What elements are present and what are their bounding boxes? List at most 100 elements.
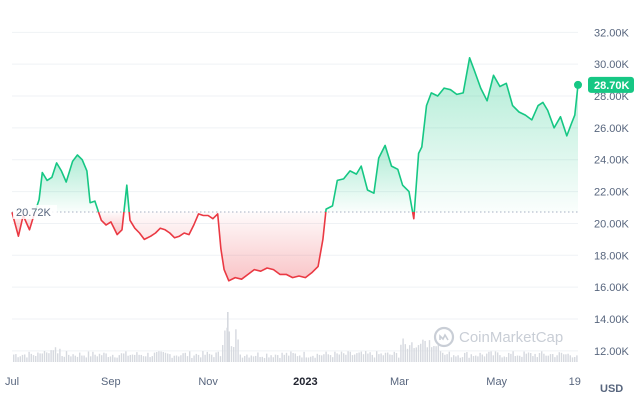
volume-bar [490, 351, 492, 362]
volume-bar [316, 353, 318, 362]
volume-bar [171, 357, 173, 362]
volume-bar [255, 355, 257, 362]
y-tick-label: 16.00K [594, 282, 630, 294]
volume-bar [420, 343, 422, 362]
volume-bar [505, 357, 508, 362]
volume-bar [470, 354, 472, 362]
volume-bar [239, 354, 241, 362]
volume-bar [98, 353, 101, 362]
volume-bar [378, 354, 380, 362]
volume-bar [391, 354, 393, 362]
volume-bar [13, 354, 15, 362]
volume-bar [15, 354, 17, 362]
volume-bar [404, 344, 406, 362]
volume-bar [497, 352, 499, 362]
y-axis-ticks: 12.00K 14.00K 16.00K 18.00K 20.00K 22.00K 24.0… [594, 27, 630, 358]
volume-bar [96, 356, 98, 362]
volume-bar [338, 354, 340, 362]
volume-bar [369, 352, 371, 362]
volume-bar [435, 346, 437, 362]
volume-bar [481, 354, 483, 362]
volume-bar [479, 352, 481, 362]
volume-bar [169, 354, 171, 362]
volume-bar [37, 352, 39, 362]
volume-bar [532, 356, 534, 362]
volume-bar [43, 350, 46, 362]
volume-bar [305, 357, 307, 362]
volume-bar [162, 351, 164, 362]
last-price-dot[interactable] [574, 80, 582, 89]
volume-bar [252, 356, 255, 362]
volume-bar [362, 354, 365, 362]
volume-bar [57, 353, 59, 362]
volume-bar [175, 355, 178, 362]
volume-bar [565, 354, 567, 362]
volume-bar [492, 355, 494, 362]
volume-bar [406, 348, 409, 362]
volume-bar [156, 351, 158, 362]
volume-bar [235, 329, 237, 362]
volume-bar [147, 352, 149, 362]
x-tick-label: Nov [198, 376, 218, 388]
volume-bar [428, 340, 431, 362]
volume-bar [215, 352, 217, 362]
volume-bar [219, 356, 222, 362]
volume-bar [131, 354, 134, 362]
volume-bar [83, 355, 85, 362]
volume-bar [134, 354, 136, 362]
volume-bar [26, 357, 28, 362]
volume-bar [307, 357, 310, 362]
volume-bar [237, 339, 239, 362]
volume-bar [483, 356, 486, 362]
volume-bar [398, 357, 400, 362]
volume-bar [433, 346, 435, 362]
up-line-segment [325, 144, 414, 213]
volume-bar [543, 353, 545, 362]
volume-bar [266, 353, 268, 362]
volume-bar [285, 352, 288, 362]
volume-bar [387, 352, 389, 362]
x-tick-label: 19 [569, 376, 581, 388]
volume-bar [227, 312, 229, 362]
volume-bar [323, 354, 325, 362]
volume-bar [413, 348, 415, 362]
volume-bar [259, 357, 261, 362]
volume-bar [140, 354, 142, 362]
volume-bar [376, 351, 378, 362]
volume-bar [70, 356, 72, 362]
volume-bar [466, 352, 468, 362]
volume-bar [345, 354, 347, 362]
volume-bar [488, 351, 490, 362]
volume-bar [173, 355, 175, 362]
up-line-segment [123, 184, 130, 213]
volume-bar [446, 354, 448, 362]
volume-bar [393, 351, 395, 362]
volume-bar [459, 357, 461, 362]
volume-bar [464, 352, 466, 362]
down-line-segment [411, 211, 416, 220]
volume-bar [574, 357, 576, 362]
volume-bar [516, 355, 519, 362]
volume-bar [178, 356, 180, 362]
y-tick-label: 30.00K [594, 59, 630, 71]
volume-bar [494, 351, 497, 362]
volume-bar [402, 338, 404, 362]
volume-bar [486, 353, 488, 362]
volume-bar [145, 356, 147, 362]
volume-bar [48, 353, 50, 362]
volume-bar [510, 353, 512, 362]
x-axis-ticks: Jul Sep Nov 2023 Mar May 19 [5, 376, 581, 388]
volume-bar [288, 355, 290, 362]
volume-bar [61, 356, 63, 362]
volume-bar [554, 357, 556, 362]
volume-bar [248, 357, 250, 362]
volume-bar [327, 354, 329, 362]
volume-bar [195, 353, 197, 362]
volume-bar [521, 356, 523, 362]
volume-bar [422, 339, 424, 362]
volume-bar [455, 356, 457, 362]
volume-bar [211, 354, 213, 362]
volume-bar [395, 352, 398, 362]
volume-bar [87, 351, 90, 362]
